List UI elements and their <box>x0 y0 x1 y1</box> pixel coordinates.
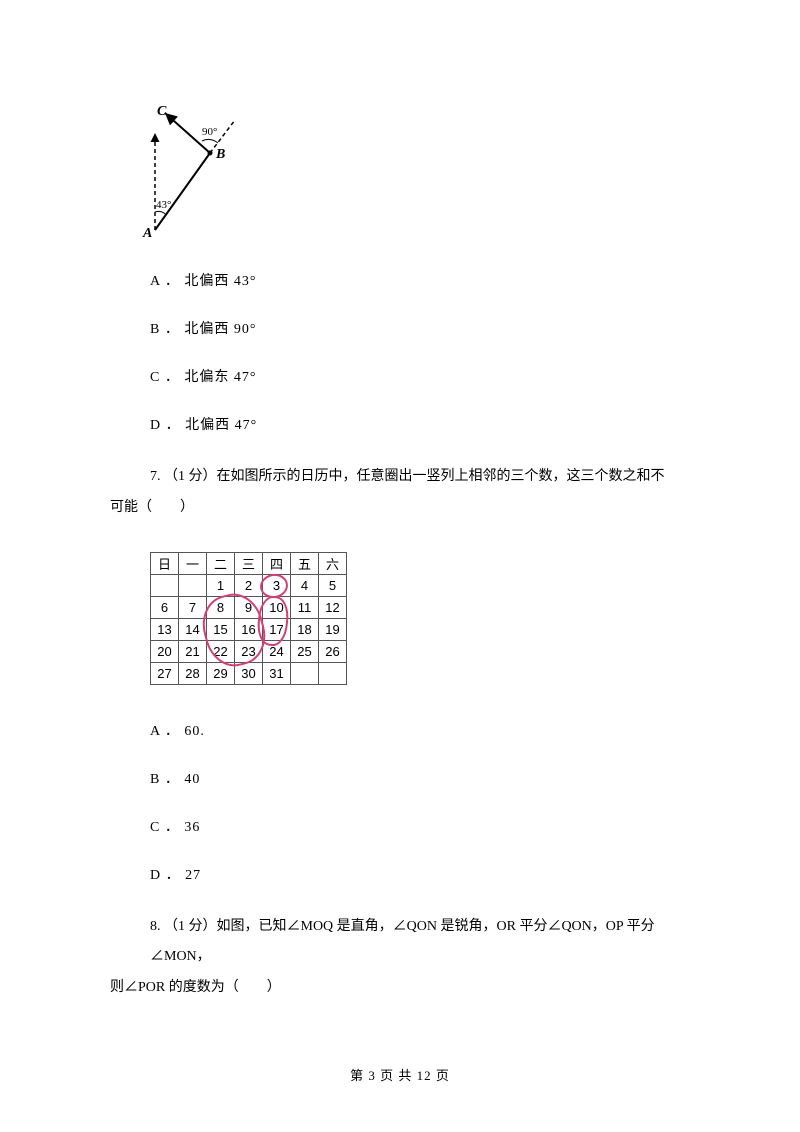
angle-figure: C B A 90° 43° <box>130 105 690 245</box>
cal-cell: 29 <box>207 662 235 684</box>
cal-cell: 24 <box>263 640 291 662</box>
cal-cell: 23 <box>235 640 263 662</box>
cal-header: 六 <box>319 552 347 574</box>
cal-cell: 9 <box>235 596 263 618</box>
cal-header: 五 <box>291 552 319 574</box>
cal-cell: 30 <box>235 662 263 684</box>
label-b: B <box>215 147 225 162</box>
q6-option-c: C ． 北偏东 47° <box>150 366 690 386</box>
cal-cell: 16 <box>235 618 263 640</box>
q6-option-d: D ． 北偏西 47° <box>150 414 690 434</box>
cal-cell: 17 <box>263 618 291 640</box>
q7-option-a: A ． 60. <box>150 720 690 740</box>
question-8: 8. （1 分）如图，已知∠MOQ 是直角，∠QON 是锐角，OR 平分∠QON… <box>110 912 690 1004</box>
cal-cell: 11 <box>291 596 319 618</box>
cal-cell: 13 <box>151 618 179 640</box>
cal-header: 三 <box>235 552 263 574</box>
cal-cell: 14 <box>179 618 207 640</box>
q7-text-line2: 可能（ ） <box>110 493 690 524</box>
calendar-table: 日 一 二 三 四 五 六 1 2 3 4 5 6 7 8 9 <box>150 552 347 685</box>
cal-cell: 2 <box>235 574 263 596</box>
q7-option-c: C ． 36 <box>150 816 690 836</box>
cal-header: 二 <box>207 552 235 574</box>
label-90: 90° <box>202 126 217 138</box>
cal-cell: 20 <box>151 640 179 662</box>
cal-cell: 10 <box>263 596 291 618</box>
cal-cell: 8 <box>207 596 235 618</box>
cal-cell: 5 <box>319 574 347 596</box>
cal-cell: 21 <box>179 640 207 662</box>
cal-cell: 15 <box>207 618 235 640</box>
label-c: C <box>157 105 167 119</box>
cal-cell: 6 <box>151 596 179 618</box>
cal-cell <box>291 662 319 684</box>
cal-cell: 7 <box>179 596 207 618</box>
question-7: 7. （1 分）在如图所示的日历中，任意圈出一竖列上相邻的三个数，这三个数之和不… <box>110 462 690 524</box>
cal-cell: 1 <box>207 574 235 596</box>
cal-header: 日 <box>151 552 179 574</box>
calendar-figure: 日 一 二 三 四 五 六 1 2 3 4 5 6 7 8 9 <box>150 552 347 685</box>
cal-cell: 22 <box>207 640 235 662</box>
cal-cell <box>319 662 347 684</box>
cal-cell: 4 <box>291 574 319 596</box>
q7-option-d: D ． 27 <box>150 864 690 884</box>
cal-header: 一 <box>179 552 207 574</box>
cal-cell: 19 <box>319 618 347 640</box>
q8-text-line2: 则∠POR 的度数为（ ） <box>110 973 690 1004</box>
cal-cell: 31 <box>263 662 291 684</box>
cal-cell <box>151 574 179 596</box>
cal-cell: 3 <box>263 574 291 596</box>
label-a: A <box>142 226 152 240</box>
cal-cell: 27 <box>151 662 179 684</box>
cal-cell: 25 <box>291 640 319 662</box>
cal-cell: 18 <box>291 618 319 640</box>
cal-cell: 28 <box>179 662 207 684</box>
cal-cell <box>179 574 207 596</box>
q6-option-b: B ． 北偏西 90° <box>150 318 690 338</box>
q8-text-line1: 8. （1 分）如图，已知∠MOQ 是直角，∠QON 是锐角，OR 平分∠QON… <box>150 912 690 974</box>
q6-option-a: A ． 北偏西 43° <box>150 270 690 290</box>
q7-option-b: B ． 40 <box>150 768 690 788</box>
q7-text-line1: 7. （1 分）在如图所示的日历中，任意圈出一竖列上相邻的三个数，这三个数之和不 <box>150 462 690 493</box>
cal-cell: 26 <box>319 640 347 662</box>
page-footer: 第 3 页 共 12 页 <box>0 1065 800 1084</box>
cal-header: 四 <box>263 552 291 574</box>
cal-cell: 12 <box>319 596 347 618</box>
label-43: 43° <box>156 199 171 211</box>
